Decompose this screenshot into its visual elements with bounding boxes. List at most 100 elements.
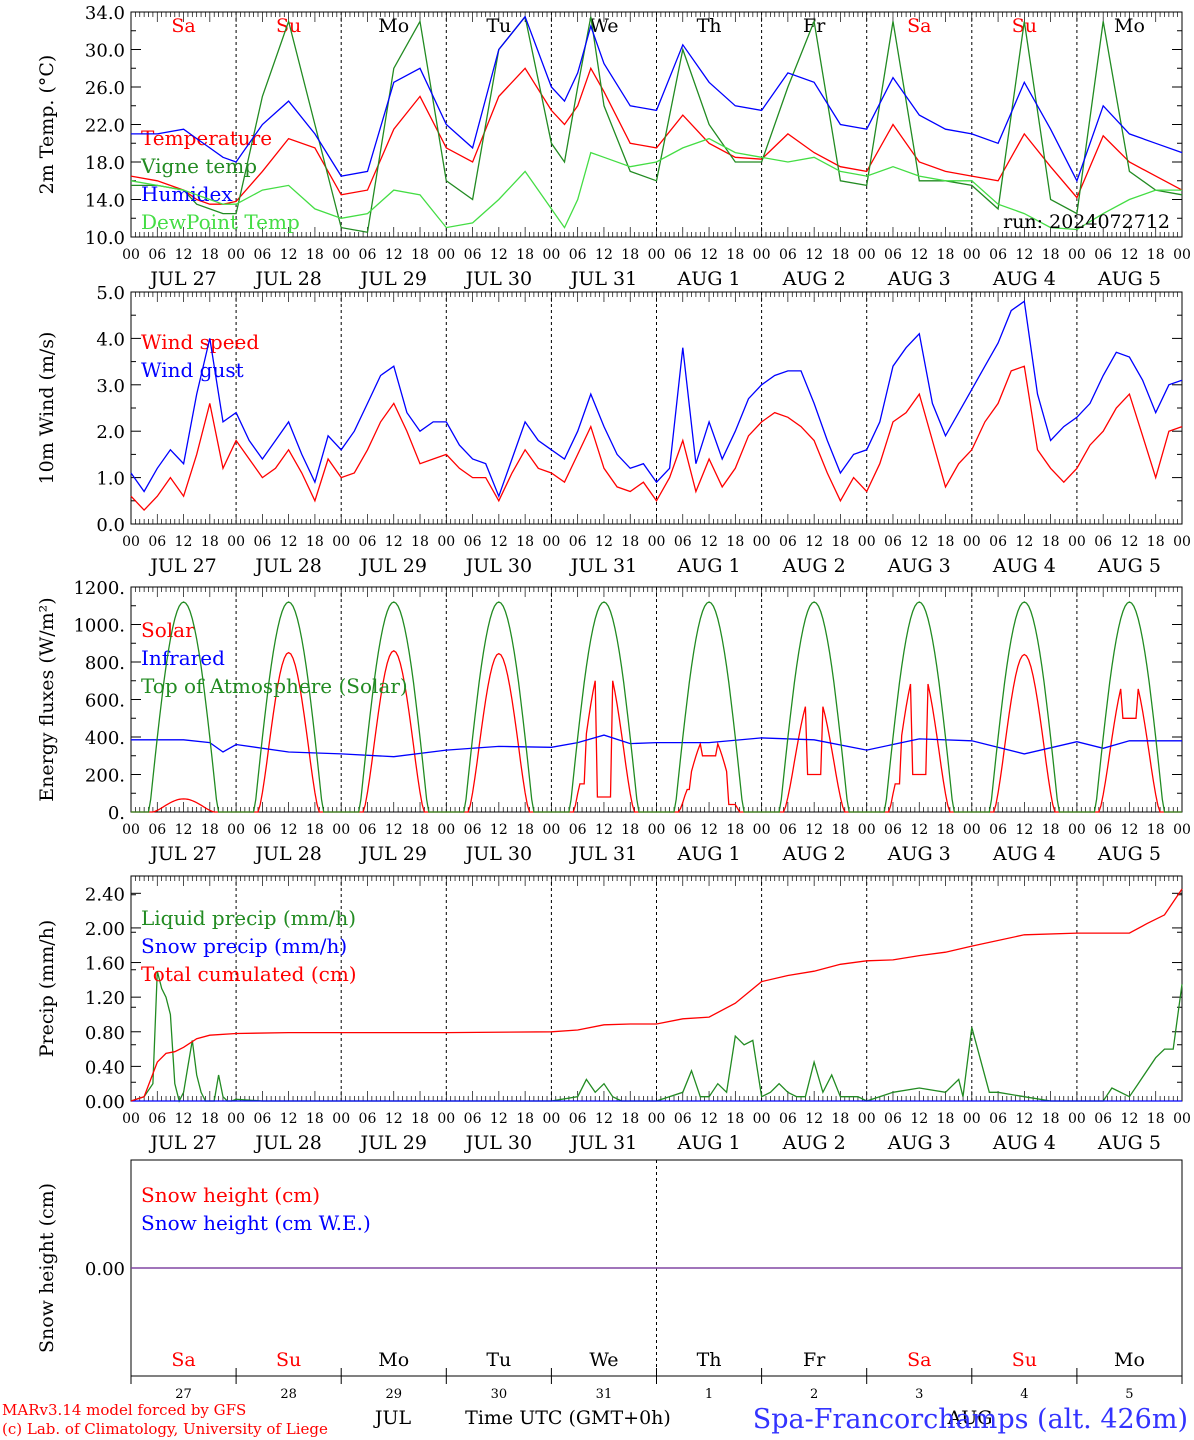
footer-month-left: JUL bbox=[373, 1407, 412, 1429]
hour-label: 00 bbox=[437, 247, 455, 263]
panel-4: 0.00 0.40 0.80 1.20 1.60 2.00 2.40 00 06 12 18 JUL … bbox=[36, 875, 1191, 1154]
hour-label: 18 bbox=[937, 1111, 955, 1127]
hour-label: 12 bbox=[175, 822, 193, 838]
date-label: AUG 2 bbox=[782, 555, 846, 577]
date-label: JUL 30 bbox=[464, 555, 532, 577]
hour-label: 06 bbox=[464, 822, 482, 838]
y-axis-label: 10m Wind (m/s) bbox=[36, 332, 58, 485]
y-axis-label: Snow height (cm) bbox=[36, 1183, 58, 1353]
hour-label: 18 bbox=[516, 1111, 534, 1127]
hour-label: 12 bbox=[910, 247, 928, 263]
hour-label: 00 bbox=[227, 1111, 245, 1127]
day-number: 4 bbox=[1020, 1387, 1028, 1402]
series-line-liquid-precip-mm-h- bbox=[130, 971, 1183, 1103]
date-label: AUG 5 bbox=[1097, 268, 1161, 290]
hour-label: 12 bbox=[1121, 822, 1139, 838]
legend-entry: Top of Atmosphere (Solar) bbox=[141, 674, 408, 698]
hour-label: 00 bbox=[648, 822, 666, 838]
hour-label: 12 bbox=[805, 822, 823, 838]
hour-label: 12 bbox=[490, 534, 508, 550]
hour-label: 00 bbox=[332, 822, 350, 838]
y-tick-label: 2.0 bbox=[96, 422, 125, 443]
hour-label: 12 bbox=[1015, 247, 1033, 263]
date-label: AUG 4 bbox=[992, 555, 1056, 577]
hour-label: 18 bbox=[621, 822, 639, 838]
y-tick-label: 1200. bbox=[73, 578, 125, 599]
hour-label: 12 bbox=[1015, 1111, 1033, 1127]
y-tick-label: 18.0 bbox=[85, 153, 125, 174]
hour-label: 06 bbox=[359, 1111, 377, 1127]
hour-label: 00 bbox=[542, 534, 560, 550]
hour-label: 06 bbox=[884, 1111, 902, 1127]
hour-label: 18 bbox=[1147, 822, 1165, 838]
hour-label: 06 bbox=[253, 822, 271, 838]
hour-label: 18 bbox=[201, 247, 219, 263]
hour-label: 00 bbox=[1068, 1111, 1086, 1127]
y-tick-label: 400. bbox=[85, 728, 125, 749]
hour-label: 00 bbox=[648, 534, 666, 550]
date-label: AUG 5 bbox=[1097, 555, 1161, 577]
hour-label: 00 bbox=[858, 822, 876, 838]
panel-3: 0. 200. 400. 600. 800. 1000. 1200. 00 06 12 18 JUL … bbox=[36, 578, 1191, 865]
day-number: 3 bbox=[915, 1387, 923, 1402]
hour-label: 06 bbox=[464, 534, 482, 550]
hour-label: 18 bbox=[937, 822, 955, 838]
y-axis-label: Energy fluxes (W/m²) bbox=[36, 597, 58, 801]
y-tick-label: 3.0 bbox=[96, 376, 125, 397]
date-label: AUG 2 bbox=[782, 268, 846, 290]
hour-label: 18 bbox=[726, 1111, 744, 1127]
hour-label: 06 bbox=[569, 822, 587, 838]
footer-credit-line: (c) Lab. of Climatology, University of L… bbox=[2, 1420, 328, 1438]
legend-entry: Vigne temp bbox=[140, 154, 257, 178]
date-label: JUL 27 bbox=[148, 555, 216, 577]
hour-label: 00 bbox=[227, 247, 245, 263]
hour-label: 18 bbox=[832, 822, 850, 838]
y-tick-label: 1.60 bbox=[85, 954, 125, 975]
hour-label: 12 bbox=[700, 247, 718, 263]
hour-label: 18 bbox=[411, 822, 429, 838]
day-name: Tu bbox=[486, 1349, 511, 1371]
day-name: Sa bbox=[171, 15, 195, 37]
date-label: JUL 31 bbox=[569, 555, 637, 577]
date-label: JUL 29 bbox=[359, 843, 427, 865]
hour-label: 18 bbox=[201, 534, 219, 550]
date-label: AUG 1 bbox=[677, 268, 741, 290]
hour-label: 06 bbox=[253, 534, 271, 550]
legend-entry: Solar bbox=[141, 618, 195, 642]
date-label: AUG 5 bbox=[1097, 843, 1161, 865]
date-label: AUG 1 bbox=[677, 843, 741, 865]
hour-label: 18 bbox=[516, 247, 534, 263]
date-label: AUG 3 bbox=[887, 555, 951, 577]
legend-entry: Wind gust bbox=[141, 358, 244, 382]
day-name: Fr bbox=[803, 1349, 826, 1371]
hour-label: 12 bbox=[490, 1111, 508, 1127]
y-tick-label: 0.40 bbox=[85, 1057, 125, 1078]
hour-label: 12 bbox=[595, 247, 613, 263]
hour-label: 06 bbox=[569, 247, 587, 263]
hour-label: 06 bbox=[464, 247, 482, 263]
hour-label: 00 bbox=[122, 822, 140, 838]
panel-1: 10.0 14.0 18.0 22.0 26.0 30.0 34.0 00 06 12 18 JUL … bbox=[36, 3, 1191, 290]
date-label: JUL 27 bbox=[148, 1132, 216, 1154]
hour-label: 12 bbox=[490, 822, 508, 838]
day-name: Su bbox=[1012, 1349, 1037, 1371]
date-label: AUG 3 bbox=[887, 268, 951, 290]
date-label: JUL 31 bbox=[569, 1132, 637, 1154]
hour-label: 12 bbox=[595, 1111, 613, 1127]
date-label: JUL 30 bbox=[464, 843, 532, 865]
hour-label: 06 bbox=[148, 1111, 166, 1127]
y-tick-label: 34.0 bbox=[85, 3, 125, 24]
hour-label: 06 bbox=[884, 247, 902, 263]
hour-label: 00 bbox=[963, 534, 981, 550]
hour-label: 12 bbox=[700, 534, 718, 550]
hour-label: 12 bbox=[1121, 534, 1139, 550]
panel-frame bbox=[130, 586, 1183, 813]
date-label: JUL 28 bbox=[253, 843, 321, 865]
hour-label: 06 bbox=[884, 534, 902, 550]
legend-entry: DewPoint Temp bbox=[141, 210, 300, 234]
hour-label: 06 bbox=[253, 1111, 271, 1127]
hour-label: 00 bbox=[122, 247, 140, 263]
hour-label: 00 bbox=[858, 534, 876, 550]
series-line-temperature bbox=[130, 66, 1183, 205]
day-name: Su bbox=[276, 15, 301, 37]
